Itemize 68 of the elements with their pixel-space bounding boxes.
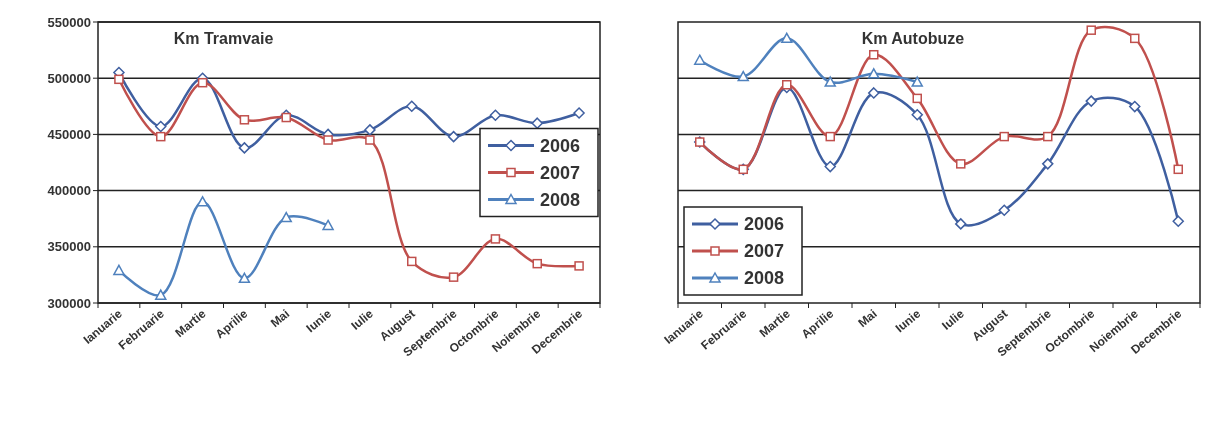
point: [868, 87, 880, 99]
point: [197, 77, 208, 88]
point: [447, 130, 460, 143]
point: [490, 234, 501, 244]
point: [911, 109, 923, 121]
point: [155, 289, 167, 300]
point: [869, 49, 879, 60]
point: [489, 109, 502, 122]
point: [364, 124, 376, 136]
point: [998, 204, 1010, 216]
point: [911, 76, 923, 87]
point: [955, 218, 967, 230]
point: [365, 135, 375, 145]
legend-label: 2008: [540, 189, 581, 210]
point: [824, 160, 836, 173]
point: [239, 115, 250, 125]
y-tick-label: 550000: [47, 14, 91, 30]
point: [1130, 33, 1140, 44]
point: [406, 100, 418, 113]
text: Km Tramvaie: [173, 30, 274, 47]
point: [912, 93, 922, 104]
y-tick-label: 300000: [47, 295, 91, 311]
point: [824, 76, 836, 87]
point: [532, 258, 542, 269]
x-tick-label: Iulie: [939, 306, 967, 333]
point: [238, 272, 251, 284]
x-tick-label: Mai: [267, 306, 293, 331]
point: [1129, 100, 1141, 113]
point: [323, 135, 333, 145]
point: [448, 272, 459, 282]
point: [574, 261, 584, 271]
y-tick-label: 400000: [47, 183, 91, 199]
point: [1086, 25, 1096, 35]
point: [1043, 131, 1053, 142]
legend-label: 2007: [744, 241, 785, 262]
legend-label: 2006: [540, 135, 581, 156]
legend-label: 2008: [744, 268, 785, 289]
point: [1085, 95, 1097, 107]
point: [156, 131, 166, 142]
point: [999, 131, 1009, 142]
y-tick-label: 450000: [47, 126, 91, 142]
point: [531, 117, 543, 129]
y-tick-label: 350000: [47, 239, 91, 255]
x-tick-label: Iulie: [348, 306, 377, 333]
point: [114, 74, 124, 85]
point: [407, 256, 417, 267]
y-tick-label: 500000: [47, 70, 91, 86]
point: [196, 196, 209, 207]
point: [782, 80, 792, 90]
point: [737, 70, 749, 82]
point: [573, 107, 585, 119]
x-tick-label: Mai: [855, 306, 880, 331]
point: [322, 219, 334, 231]
point: [1172, 215, 1184, 227]
point: [280, 211, 292, 223]
point: [1042, 158, 1054, 170]
legend-label: 2006: [744, 214, 785, 235]
point: [238, 142, 251, 154]
point: [956, 159, 966, 169]
point: [825, 131, 835, 142]
point: [1173, 164, 1183, 175]
point: [781, 32, 793, 44]
legend-label: 2007: [540, 162, 581, 183]
chart-title: Km Autobuze: [861, 30, 965, 47]
point: [868, 68, 880, 79]
point: [694, 54, 706, 65]
point: [113, 264, 125, 276]
point: [155, 120, 167, 133]
